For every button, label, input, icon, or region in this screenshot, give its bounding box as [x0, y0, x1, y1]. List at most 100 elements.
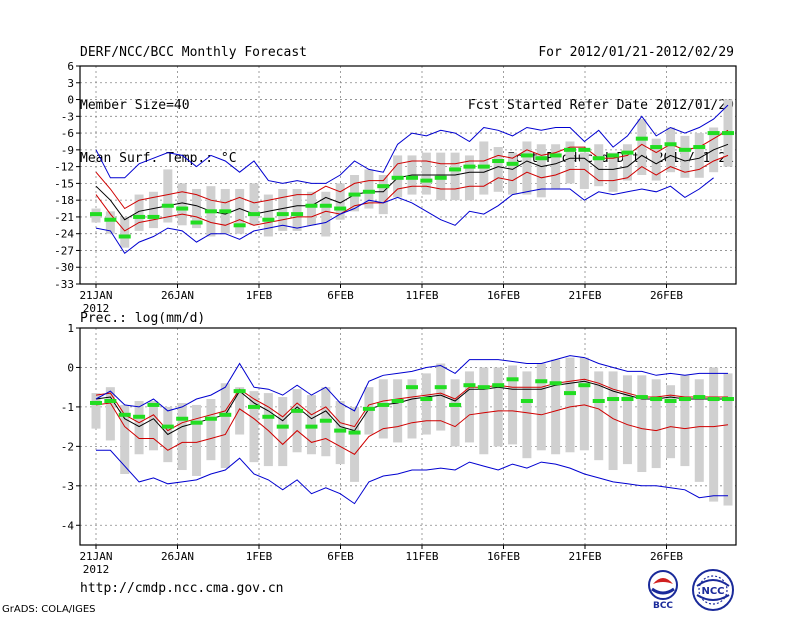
observed-marker — [564, 391, 576, 396]
x-tick-label: 26FEB — [650, 550, 683, 563]
forecast-period: For 2012/01/21-2012/02/29 — [538, 45, 734, 60]
observed-marker — [578, 383, 591, 388]
observed-marker — [305, 203, 318, 208]
ensemble-range-bar — [378, 379, 388, 439]
ensemble-range-bar — [177, 402, 187, 471]
observed-marker — [434, 175, 447, 180]
observed-marker — [104, 217, 117, 222]
observed-marker — [133, 414, 146, 419]
x-tick-label: 11FEB — [405, 550, 438, 563]
ensemble-range-bar — [637, 375, 647, 473]
observed-marker — [348, 430, 361, 435]
ensemble-range-bar — [249, 391, 259, 463]
ensemble-range-bar — [393, 379, 403, 443]
observed-marker — [635, 136, 648, 141]
ensemble-range-bar — [235, 387, 245, 435]
ensemble-range-bar — [522, 371, 532, 459]
observed-marker — [463, 383, 476, 388]
ensemble-range-bar — [450, 379, 460, 447]
ensemble-range-bar — [709, 367, 719, 502]
observed-marker — [420, 178, 433, 183]
series-max-member — [95, 104, 729, 184]
ensemble-range-bar — [680, 375, 690, 467]
observed-marker — [262, 217, 275, 222]
x-tick-label: 21JAN — [79, 550, 112, 563]
x-tick-label: 21FEB — [568, 550, 601, 563]
observed-marker — [463, 164, 476, 169]
observed-marker — [693, 395, 706, 400]
observed-marker — [406, 385, 418, 390]
y-tick-label: -33 — [54, 278, 74, 291]
y-tick-label: -27 — [54, 244, 74, 257]
ensemble-range-bar — [508, 152, 518, 195]
ensemble-range-bar — [450, 152, 460, 201]
y-tick-label: -4 — [61, 519, 75, 532]
observed-marker — [406, 175, 418, 180]
ensemble-range-bar — [163, 169, 173, 223]
ensemble-range-bar — [350, 406, 360, 482]
x-tick-label: 6FEB — [327, 289, 354, 302]
ensemble-range-bar — [536, 144, 546, 198]
y-tick-label: -3 — [61, 480, 74, 493]
panel-1: 6 3 0 -3 -6 -9 -12 -15 -18 -21 -24 -27 -30 -33 21JAN 26… — [54, 60, 737, 315]
member-size: Member Size=40 — [80, 98, 190, 113]
x-tick-label: 16FEB — [487, 289, 520, 302]
ensemble-range-bar — [608, 371, 618, 471]
ensemble-range-bar — [278, 397, 288, 467]
grads-credit: GrADS: COLA/IGES — [2, 604, 96, 615]
observed-marker — [90, 212, 102, 217]
ensemble-range-bar — [249, 183, 259, 226]
ensemble-range-bar — [148, 400, 158, 451]
observed-marker — [707, 397, 720, 402]
ensemble-range-bar — [91, 393, 101, 429]
observed-marker — [176, 206, 189, 211]
ensemble-range-bar — [694, 379, 704, 482]
observed-marker — [377, 184, 390, 189]
observed-marker — [592, 398, 605, 403]
bcc-logo: BCC — [648, 570, 678, 610]
ensemble-range-bar — [622, 375, 632, 465]
observed-marker — [722, 397, 734, 402]
ensemble-range-bar — [508, 365, 518, 445]
ensemble-range-bar — [335, 183, 345, 220]
observed-marker — [520, 398, 533, 403]
observed-marker — [506, 377, 519, 382]
series-upper-spread — [95, 129, 729, 210]
ensemble-range-bar — [263, 393, 273, 467]
observed-marker — [291, 212, 304, 217]
observed-marker — [219, 209, 232, 214]
x-tick-label: 26JAN — [161, 550, 194, 563]
source-url[interactable]: http://cmdp.ncc.cma.gov.cn — [80, 581, 284, 596]
series-lower-spread — [95, 402, 729, 455]
ensemble-range-bar — [306, 191, 316, 226]
observed-marker — [262, 414, 275, 419]
y-tick-label: 0 — [67, 94, 74, 107]
ensemble-range-bar — [206, 399, 216, 461]
observed-marker — [549, 381, 562, 386]
observed-marker — [133, 214, 146, 219]
observed-marker — [650, 145, 663, 150]
ncc-logo-text: NCC — [701, 586, 724, 597]
observed-marker — [664, 398, 677, 403]
x-tick-year-label: 2012 — [83, 302, 110, 315]
observed-marker — [233, 223, 246, 228]
ensemble-range-bar — [464, 155, 474, 201]
observed-marker — [477, 164, 490, 169]
ensemble-range-bar — [723, 373, 733, 506]
ensemble-range-bar — [421, 152, 431, 195]
observed-marker — [520, 153, 533, 158]
observed-marker — [449, 402, 462, 407]
y-tick-label: -1 — [61, 401, 74, 414]
ensemble-range-bar — [565, 357, 575, 453]
observed-marker — [621, 397, 634, 402]
observed-marker — [535, 379, 548, 384]
ensemble-range-bar — [464, 371, 474, 443]
observed-marker — [578, 147, 591, 152]
x-tick-label: 6FEB — [327, 550, 354, 563]
observed-marker — [592, 156, 605, 161]
ncc-logo: NCC — [692, 569, 734, 611]
observed-marker — [319, 203, 332, 208]
ensemble-range-bar — [651, 138, 661, 181]
observed-marker — [678, 397, 691, 402]
observed-marker — [190, 420, 203, 425]
